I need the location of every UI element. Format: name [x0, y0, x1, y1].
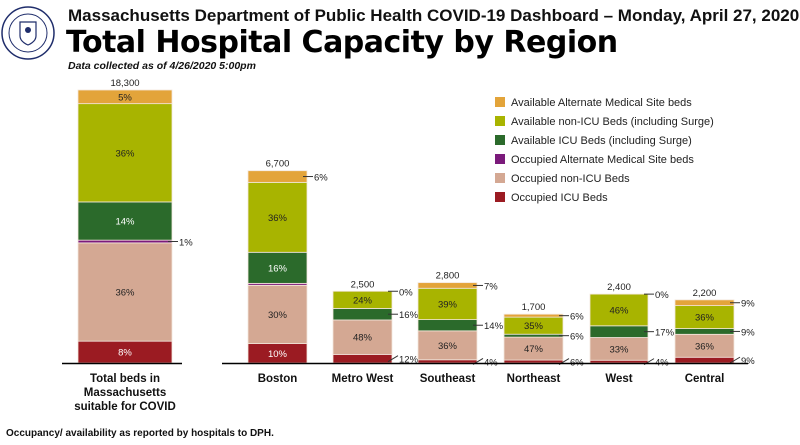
data-label: 9%	[741, 327, 755, 338]
legend-swatch	[495, 116, 505, 126]
bar-segment	[332, 319, 393, 355]
data-label: 9%	[741, 356, 755, 367]
category-label: Total beds in	[90, 373, 160, 385]
category-label: Massachusetts	[84, 387, 166, 399]
data-label: 6%	[314, 173, 328, 184]
data-label: 1%	[179, 238, 193, 249]
bar-segment	[589, 359, 649, 364]
bar-segment	[503, 333, 564, 338]
data-label: 39%	[438, 299, 458, 310]
data-label: 16%	[399, 310, 419, 321]
bar-segment	[77, 239, 173, 244]
total-label: 1,700	[522, 302, 546, 313]
category-label: suitable for COVID	[74, 401, 176, 413]
label-leader	[387, 355, 399, 363]
legend-label: Occupied ICU Beds	[511, 192, 608, 204]
category-label: Southeast	[420, 373, 476, 385]
data-date-note: Data collected as of 4/26/2020 5:00pm	[68, 60, 256, 72]
data-label: 24%	[353, 295, 373, 306]
page-title: Total Hospital Capacity by Region	[66, 25, 618, 60]
data-label: 7%	[484, 281, 498, 292]
legend-swatch	[495, 173, 505, 183]
data-label: 36%	[115, 288, 135, 299]
bar-segment	[589, 293, 649, 327]
bar-segment	[417, 359, 478, 364]
data-label: 36%	[695, 313, 715, 324]
data-label: 36%	[115, 148, 135, 159]
bar-segment	[77, 89, 173, 105]
data-label: 30%	[268, 310, 288, 321]
data-label: 48%	[353, 333, 373, 344]
total-label: 18,300	[110, 78, 139, 89]
bar-segment	[674, 299, 735, 306]
dashboard-title: Massachusetts Department of Public Healt…	[68, 6, 800, 25]
data-label: 33%	[609, 344, 629, 355]
bar-segment	[589, 325, 649, 338]
data-label: 14%	[484, 321, 504, 332]
bar-segment	[247, 170, 308, 183]
legend-swatch	[495, 135, 505, 145]
dph-seal-logo	[1, 6, 55, 60]
legend-label: Available Alternate Medical Site beds	[511, 97, 692, 109]
bar-segment	[417, 330, 478, 361]
data-label: 8%	[118, 348, 132, 359]
bar-segment	[674, 356, 735, 364]
total-label: 6,700	[266, 159, 290, 170]
category-label: Central	[685, 373, 725, 385]
data-label: 46%	[609, 305, 629, 316]
bar-segment	[417, 282, 478, 289]
data-label: 6%	[570, 332, 584, 343]
data-label: 36%	[695, 341, 715, 352]
legend-swatch	[495, 154, 505, 164]
footer-note: Occupancy/ availability as reported by h…	[6, 428, 274, 439]
data-label: 10%	[268, 349, 288, 360]
bar-segment	[77, 242, 173, 342]
total-label: 2,400	[607, 282, 631, 293]
label-leader	[729, 356, 741, 364]
data-label: 12%	[399, 355, 419, 366]
bar-segment	[503, 313, 564, 318]
bar-segment	[503, 359, 564, 364]
legend-label: Available ICU Beds (including Surge)	[511, 135, 692, 147]
legend-label: Occupied non-ICU Beds	[511, 173, 630, 185]
bar-segment	[674, 328, 735, 335]
legend-label: Available non-ICU Beds (including Surge)	[511, 116, 714, 128]
data-label: 9%	[741, 299, 755, 310]
legend-swatch	[495, 97, 505, 107]
data-label: 17%	[655, 328, 675, 339]
data-label: 36%	[438, 341, 458, 352]
total-label: 2,500	[351, 279, 375, 290]
data-label: 0%	[655, 290, 669, 301]
data-label: 16%	[268, 263, 288, 274]
data-label: 6%	[570, 312, 584, 323]
bar-segment	[417, 319, 478, 332]
bar-segment	[77, 103, 173, 203]
data-label: 35%	[524, 321, 544, 332]
category-label: West	[605, 373, 632, 385]
bar-segment	[247, 181, 308, 253]
total-label: 2,800	[436, 271, 460, 282]
data-label: 36%	[268, 213, 288, 224]
data-label: 47%	[524, 344, 544, 355]
category-label: Metro West	[332, 373, 394, 385]
data-label: 0%	[399, 287, 413, 298]
bar-segment	[332, 290, 393, 309]
bar-segment	[332, 353, 393, 364]
legend-label: Occupied Alternate Medical Site beds	[511, 154, 694, 166]
bar-segment	[77, 201, 173, 241]
bar-segment	[332, 308, 393, 321]
legend-swatch	[495, 192, 505, 202]
category-label: Northeast	[507, 373, 561, 385]
category-label: Boston	[258, 373, 298, 385]
data-label: 5%	[118, 92, 132, 103]
bar-segment	[417, 287, 478, 321]
total-label: 2,200	[693, 288, 717, 299]
data-label: 14%	[115, 217, 135, 228]
